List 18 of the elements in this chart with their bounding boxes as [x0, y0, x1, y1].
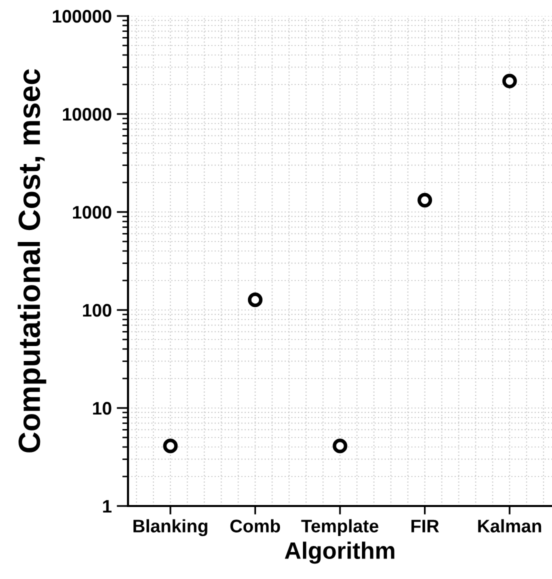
- point: [248, 292, 262, 308]
- point: [163, 438, 178, 454]
- x-tick-label: FIR: [411, 520, 439, 532]
- x-tick-label: Blanking: [133, 519, 208, 536]
- y-tick-label: 1: [103, 500, 112, 513]
- y-axis-title: Computational Cost, msec: [18, 69, 46, 452]
- point: [418, 192, 432, 208]
- point: [502, 74, 517, 88]
- point: [332, 438, 348, 454]
- y-tick-label: 10: [93, 402, 112, 415]
- y-tick-label: 100: [83, 304, 112, 317]
- y-tick-label: 100000: [52, 10, 112, 23]
- x-tick-label: Kalman: [478, 519, 542, 532]
- y-tick-label: 10000: [62, 108, 112, 121]
- x-axis-title: Algorithm: [284, 542, 394, 564]
- y-tick-label: 1000: [73, 206, 112, 219]
- x-tick-label: Comb: [230, 519, 280, 532]
- x-tick-label: Template: [301, 519, 378, 536]
